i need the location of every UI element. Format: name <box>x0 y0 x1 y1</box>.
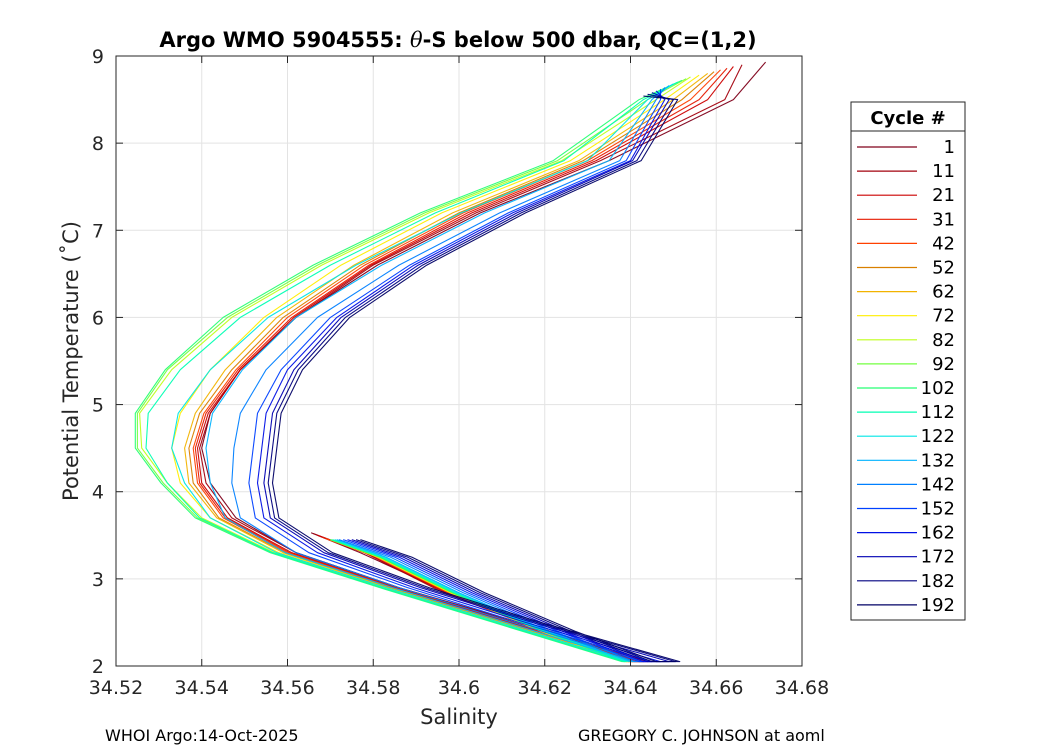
legend-items: 1112131425262728292102112122132142152162… <box>857 137 955 616</box>
y-tick-label: 9 <box>92 46 104 68</box>
x-tick-label: 34.54 <box>175 677 229 699</box>
x-tick-label: 34.62 <box>518 677 572 699</box>
y-tick-label: 7 <box>92 220 104 242</box>
legend-label-132: 132 <box>921 450 955 471</box>
legend-label-142: 142 <box>921 474 955 495</box>
legend-label-72: 72 <box>932 306 955 327</box>
legend-label-52: 52 <box>932 258 955 279</box>
legend-box <box>850 101 966 621</box>
legend-title: Cycle # <box>870 108 945 129</box>
legend-label-82: 82 <box>932 330 955 351</box>
x-axis-label: Salinity <box>420 705 498 729</box>
legend-label-21: 21 <box>932 185 955 206</box>
series-line-cycle-192 <box>271 95 681 663</box>
x-tick-label: 34.6 <box>438 677 480 699</box>
legend-label-192: 192 <box>921 595 955 616</box>
x-tick-label: 34.58 <box>346 677 400 699</box>
legend: Cycle # 11121314252627282921021121221321… <box>850 101 966 621</box>
x-tick-label: 34.64 <box>603 677 657 699</box>
series-line-cycle-72 <box>171 74 700 663</box>
legend-label-92: 92 <box>932 354 955 375</box>
footer-left: WHOI Argo:14-Oct-2025 <box>105 726 299 745</box>
y-tick-label: 8 <box>92 133 104 155</box>
series-layer <box>134 61 767 663</box>
legend-label-42: 42 <box>932 233 955 254</box>
series-line-cycle-102 <box>134 79 683 663</box>
legend-label-1: 1 <box>944 137 955 158</box>
legend-label-172: 172 <box>921 547 955 568</box>
legend-label-11: 11 <box>932 161 955 182</box>
series-line-cycle-182 <box>267 93 677 663</box>
x-tick-label: 34.52 <box>89 677 143 699</box>
footer-right: GREGORY C. JOHNSON at aoml <box>578 726 825 745</box>
y-tick-label: 5 <box>92 395 104 417</box>
legend-label-31: 31 <box>932 209 955 230</box>
y-tick-label: 6 <box>92 307 104 329</box>
legend-label-112: 112 <box>921 402 955 423</box>
chart-title: Argo WMO 5904555: θ-S below 500 dbar, QC… <box>159 28 756 52</box>
legend-label-162: 162 <box>921 523 955 544</box>
legend-label-62: 62 <box>932 282 955 303</box>
series-line-cycle-162 <box>256 90 666 663</box>
y-tick-label: 2 <box>92 656 104 678</box>
legend-label-152: 152 <box>921 499 955 520</box>
legend-label-182: 182 <box>921 571 955 592</box>
y-tick-label: 3 <box>92 569 104 591</box>
x-tick-label: 34.66 <box>689 677 743 699</box>
legend-label-102: 102 <box>921 378 955 399</box>
x-tick-label: 34.56 <box>260 677 314 699</box>
y-axis-label: Potential Temperature (˚C) <box>59 221 83 501</box>
series-line-cycle-172 <box>263 92 670 663</box>
ticks: 34.52 34.54 34.56 34.58 34.6 34.62 34.64 34.66 3… <box>89 46 829 699</box>
y-tick-label: 4 <box>92 482 104 504</box>
legend-label-122: 122 <box>921 426 955 447</box>
series-line-cycle-132 <box>205 85 670 663</box>
x-tick-label: 34.68 <box>775 677 829 699</box>
chart-title-theta: θ <box>410 28 423 52</box>
